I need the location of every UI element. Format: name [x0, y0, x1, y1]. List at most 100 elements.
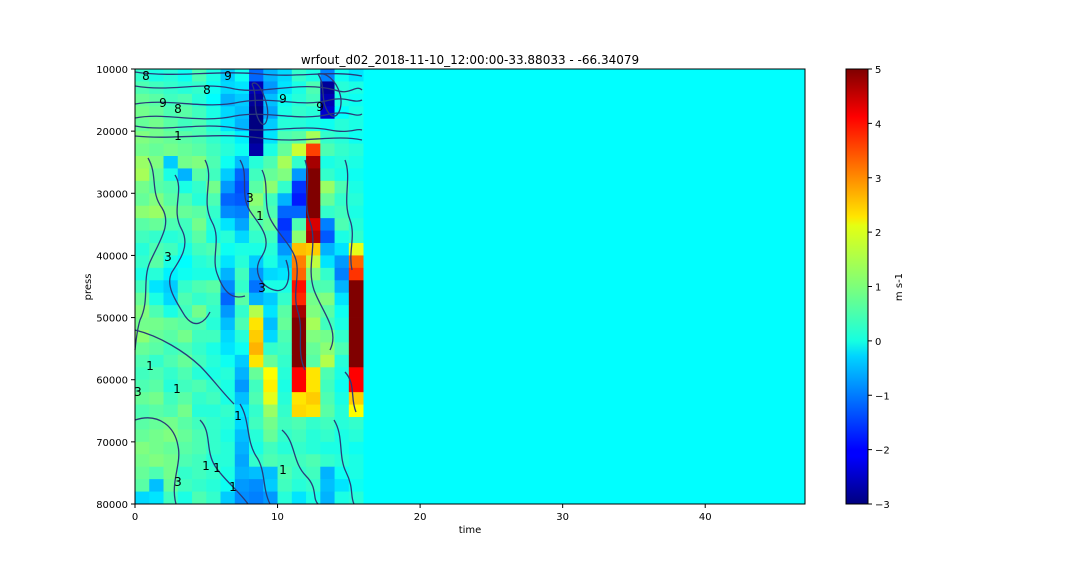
heatmap-cell	[163, 255, 179, 269]
contour-label: 3	[246, 191, 254, 205]
heatmap-cell	[135, 218, 150, 231]
contour-line	[344, 371, 357, 413]
heatmap-cell	[206, 354, 221, 368]
heatmap-cell	[348, 93, 364, 107]
heatmap-cell	[291, 156, 307, 169]
heatmap-cell	[306, 69, 321, 82]
heatmap-cell	[249, 479, 264, 492]
heatmap-cell	[177, 243, 193, 256]
heatmap-cell	[220, 168, 236, 182]
contour-line	[199, 419, 249, 505]
heatmap-cell	[177, 367, 193, 381]
heatmap-cell	[206, 305, 221, 318]
heatmap-cell	[263, 466, 278, 480]
heatmap-cell	[149, 118, 164, 132]
contour-line	[169, 174, 211, 325]
heatmap-cell	[263, 479, 278, 492]
heatmap-cell	[291, 367, 307, 381]
heatmap-cell	[263, 131, 278, 144]
heatmap-cell	[291, 255, 307, 269]
heatmap-cell	[306, 454, 321, 468]
heatmap-cell	[206, 193, 221, 207]
heatmap-cell	[220, 354, 236, 368]
colorbar-tick-label: 1	[875, 283, 881, 294]
heatmap-cell	[192, 255, 207, 269]
contour-line	[239, 403, 271, 505]
heatmap-cell	[334, 255, 350, 269]
heatmap-cell	[234, 143, 250, 157]
heatmap-cell	[306, 81, 321, 95]
contour-label: 8	[203, 83, 211, 97]
heatmap-cell	[177, 441, 193, 455]
heatmap-cell	[277, 218, 293, 231]
heatmap-cell	[263, 404, 278, 418]
heatmap-cell	[234, 93, 250, 107]
contour-line	[344, 159, 353, 271]
heatmap-cell	[149, 305, 164, 318]
colorbar-tick-label: −3	[875, 500, 890, 511]
heatmap-cell	[277, 417, 293, 430]
heatmap-cell	[163, 392, 179, 405]
heatmap-cell	[135, 317, 150, 331]
heatmap-cell	[334, 243, 350, 256]
heatmap-cell	[306, 379, 321, 393]
heatmap-cell	[220, 305, 236, 318]
heatmap-cell	[277, 93, 293, 107]
heatmap-cell	[291, 93, 307, 107]
heatmap-cell	[291, 205, 307, 219]
heatmap-cell	[277, 168, 293, 182]
heatmap-cell	[206, 93, 221, 107]
heatmap-cell	[177, 392, 193, 405]
heatmap-cell	[320, 267, 335, 281]
heatmap-cell	[234, 367, 250, 381]
heatmap-cell	[192, 69, 207, 82]
heatmap-cell	[291, 106, 307, 120]
heatmap-cell	[206, 156, 221, 169]
heatmap-cell	[249, 69, 264, 82]
heatmap-cell	[135, 342, 150, 356]
heatmap-cell	[192, 218, 207, 231]
heatmap-cell	[249, 342, 264, 356]
contour-line	[134, 329, 235, 405]
heatmap-cell	[220, 429, 236, 443]
contour-lines	[134, 71, 363, 505]
heatmap-cell	[163, 466, 179, 480]
heatmap-cell	[263, 354, 278, 368]
heatmap-cell	[220, 131, 236, 144]
heatmap-cell	[192, 367, 207, 381]
contour-label: 3	[258, 281, 266, 295]
heatmap-cell	[135, 367, 150, 381]
heatmap-cell	[291, 479, 307, 492]
heatmap-cell	[163, 354, 179, 368]
heatmap-cell	[163, 305, 179, 318]
heatmap-cell	[277, 180, 293, 194]
heatmap-cell	[234, 441, 250, 455]
heatmap-cell	[348, 479, 364, 492]
heatmap-cell	[320, 379, 335, 393]
heatmap-cell	[234, 392, 250, 405]
heatmap-cell	[234, 454, 250, 468]
heatmap-cell	[334, 392, 350, 405]
heatmap-cell	[234, 342, 250, 356]
heatmap-cell	[320, 454, 335, 468]
heatmap-cell	[348, 193, 364, 207]
heatmap-cell	[334, 69, 350, 82]
contour-line	[134, 85, 363, 93]
heatmap-cell	[192, 429, 207, 443]
heatmap-cell	[249, 156, 264, 169]
heatmap-cell	[263, 267, 278, 281]
heatmap-cell	[135, 118, 150, 132]
heatmap-cell	[249, 441, 264, 455]
heatmap-cell	[149, 280, 164, 294]
heatmap-cell	[177, 404, 193, 418]
heatmap-cell	[206, 106, 221, 120]
heatmap-cell	[348, 392, 364, 405]
heatmap-cell	[163, 454, 179, 468]
heatmap-cell	[192, 180, 207, 194]
heatmap-cell	[149, 404, 164, 418]
heatmap-cell	[348, 81, 364, 95]
heatmap-cell	[263, 330, 278, 343]
contour-line	[304, 159, 334, 351]
y-tick-label: 10000	[96, 65, 128, 76]
heatmap-cell	[291, 404, 307, 418]
